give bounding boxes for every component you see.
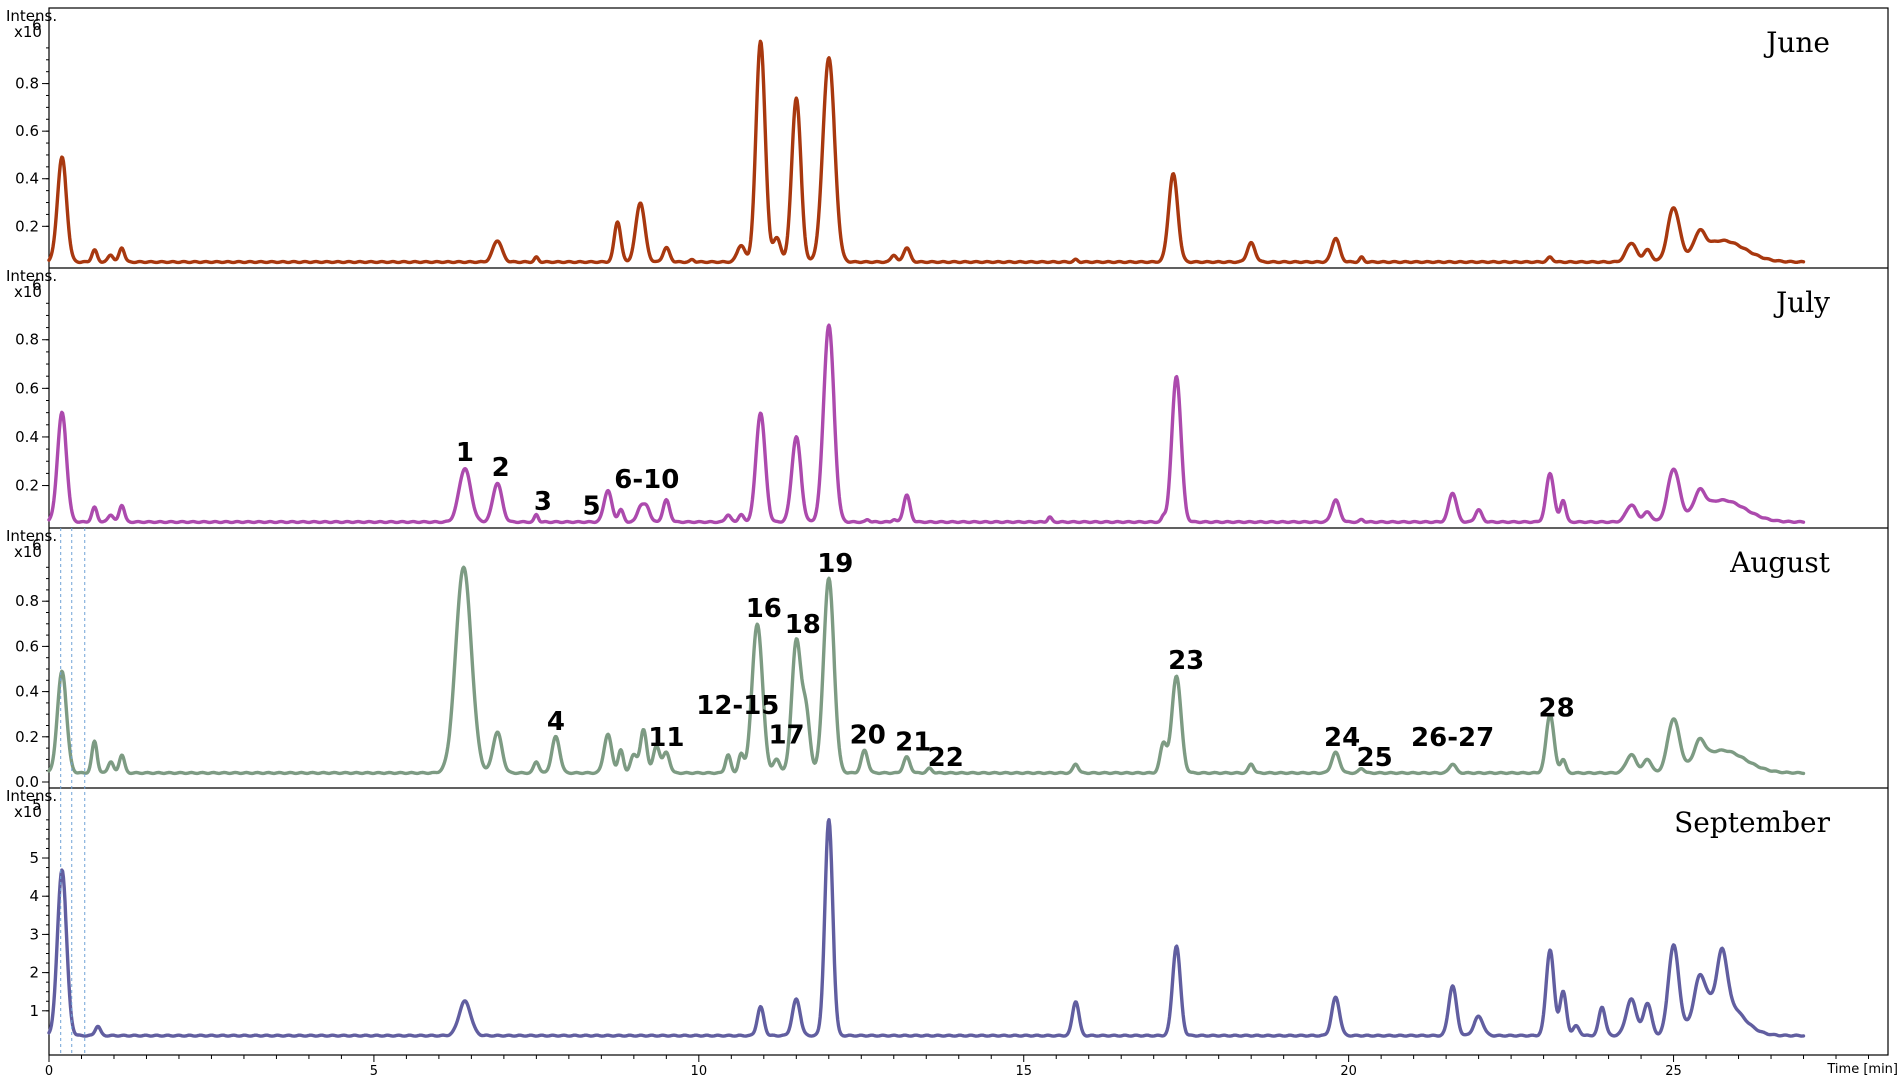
- y-tick-label: 3: [29, 925, 39, 943]
- y-scale-exponent: 5: [32, 796, 42, 814]
- trace-september: [47, 818, 1806, 1038]
- x-tick-label: 5: [370, 1064, 378, 1077]
- peak-label: 2: [492, 453, 510, 483]
- peak-label: 12-15: [696, 691, 779, 721]
- peak-label: 28: [1538, 693, 1574, 723]
- peak-label: 19: [817, 549, 853, 579]
- x-axis-label: Time [min]: [1826, 1062, 1898, 1077]
- y-tick-label: 0.2: [15, 217, 39, 235]
- trace-july: [47, 323, 1806, 525]
- peak-label: 6-10: [614, 465, 679, 495]
- y-scale-label: x10: [14, 803, 42, 821]
- y-tick-label: 0.6: [15, 122, 39, 140]
- peak-label: 23: [1168, 646, 1204, 676]
- y-scale-exponent: 6: [32, 16, 42, 34]
- trace-august: [47, 565, 1806, 776]
- y-tick-label: 0.8: [15, 75, 39, 93]
- y-tick-label: 4: [29, 887, 39, 905]
- y-axis-label: Intens.: [6, 267, 57, 285]
- panel-title: June: [1763, 26, 1830, 59]
- x-tick-label: 25: [1665, 1064, 1682, 1077]
- y-tick-label: 0.2: [15, 728, 39, 746]
- plot-frame: [48, 7, 1889, 1056]
- peak-label: 25: [1357, 743, 1393, 773]
- peak-label: 17: [768, 721, 804, 751]
- panel-title: September: [1674, 806, 1831, 839]
- peak-label: 11: [648, 723, 684, 753]
- y-tick-label: 0.6: [15, 379, 39, 397]
- peak-label: 5: [583, 492, 601, 522]
- y-tick-label: 0.4: [15, 428, 39, 446]
- y-tick-label: 0.2: [15, 477, 39, 495]
- peak-label: 24: [1324, 723, 1360, 753]
- y-tick-label: 0.0: [15, 773, 39, 791]
- peak-label: 21: [895, 727, 931, 757]
- peak-label: 4: [547, 707, 565, 737]
- panel-title: August: [1729, 546, 1831, 579]
- y-tick-label: 2: [29, 964, 39, 982]
- peak-label: 18: [785, 610, 821, 640]
- peak-label: 26-27: [1411, 723, 1494, 753]
- x-tick-label: 10: [691, 1064, 708, 1077]
- y-tick-label: 0.8: [15, 592, 39, 610]
- y-scale-label: x10: [14, 23, 42, 41]
- peak-label: 20: [850, 721, 886, 751]
- x-tick-label: 15: [1015, 1064, 1032, 1077]
- y-tick-label: 5: [29, 849, 39, 867]
- panel-title: July: [1773, 286, 1830, 319]
- y-tick-label: 0.8: [15, 331, 39, 349]
- y-axis-label: Intens.: [6, 7, 57, 25]
- y-axis-label: Intens.: [6, 787, 57, 805]
- y-tick-label: 0.4: [15, 170, 39, 188]
- y-tick-label: 1: [29, 1002, 39, 1020]
- peak-label: 1: [456, 438, 474, 468]
- x-tick-label: 20: [1340, 1064, 1357, 1077]
- y-scale-label: x10: [14, 283, 42, 301]
- y-scale-label: x10: [14, 543, 42, 561]
- y-scale-exponent: 6: [32, 276, 42, 294]
- y-tick-label: 0.6: [15, 637, 39, 655]
- peak-label: 3: [534, 487, 552, 517]
- peak-label: 16: [746, 594, 782, 624]
- y-tick-label: 0.4: [15, 683, 39, 701]
- peak-label: 22: [928, 743, 964, 773]
- y-scale-exponent: 6: [32, 536, 42, 554]
- trace-june: [47, 39, 1806, 265]
- x-tick-label: 0: [45, 1064, 53, 1077]
- y-axis-label: Intens.: [6, 527, 57, 545]
